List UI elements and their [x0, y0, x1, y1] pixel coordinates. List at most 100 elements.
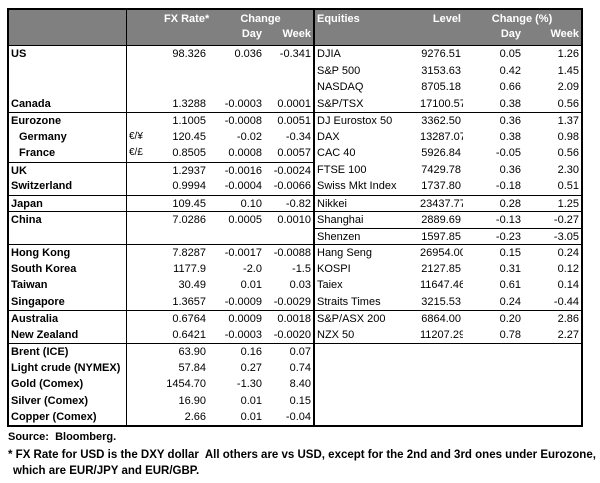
fx-name-cell: Canada — [9, 95, 127, 113]
fx-day-change-cell: 0.27 — [240, 361, 262, 374]
eq-row-part: Nikkei 23437.77 0.28 1.25 — [315, 194, 581, 212]
fx-week-change-cell: -0.04 — [285, 411, 311, 424]
fx-currency-pair-cell — [127, 63, 162, 80]
table-row: Taiwan 30.49 0.01 0.03 Taiex 11647.46 0.… — [9, 277, 581, 294]
equity-week-change-cell: 0.14 — [557, 279, 579, 292]
fx-row-part: Taiwan 30.49 0.01 0.03 — [9, 277, 315, 294]
table-row: Germany €/¥ 120.45 -0.02 -0.34 DAX 13287… — [9, 128, 581, 146]
fx-day-change-cell: 0.0008 — [228, 147, 262, 160]
fx-week-change-cell: -0.34 — [285, 130, 311, 143]
equity-day-change-cell — [463, 376, 523, 393]
fx-name-cell — [9, 62, 127, 80]
fx-rate-cell: 7.0286 — [172, 214, 206, 227]
fx-name-cell: Silver (Comex) — [9, 392, 127, 410]
equity-day-change-cell — [463, 409, 523, 426]
fx-day-change-cell: 0.16 — [240, 346, 262, 359]
fx-currency-pair-cell — [127, 212, 162, 228]
fx-rate-subheader-spacer — [162, 27, 208, 45]
table-row: Gold (Comex) 1454.70 -1.30 8.40 — [9, 376, 581, 393]
fx-rate-cell: 120.45 — [172, 130, 206, 143]
equity-week-change-cell — [523, 360, 581, 377]
fx-name-cell: Australia — [9, 311, 127, 327]
fx-currency-pair-cell — [127, 376, 162, 393]
fx-name-cell: Taiwan — [9, 277, 127, 294]
equity-day-change-cell: 0.38 — [499, 97, 521, 110]
fx-currency-pair-cell: €/£ — [129, 147, 143, 159]
fx-row-part: Singapore 1.3657 -0.0009 -0.0029 — [9, 293, 315, 311]
fx-rate-cell: 1.1005 — [172, 115, 206, 128]
fx-rate-cell: 63.90 — [178, 346, 206, 359]
equity-day-change-cell — [463, 360, 523, 377]
fx-header-part: FX Rate* Change — [9, 10, 315, 27]
table-row: Australia 0.6764 0.0009 0.0018 S&P/ASX 2… — [9, 310, 581, 327]
fx-row-part: Australia 0.6764 0.0009 0.0018 — [9, 310, 315, 327]
fx-rate-cell: 0.6421 — [172, 328, 206, 341]
equity-name-cell: S&P 500 — [317, 64, 361, 77]
eq-row-part: DJIA 9276.51 0.05 1.26 — [315, 46, 581, 63]
eq-row-part: FTSE 100 7429.78 0.36 2.30 — [315, 162, 581, 179]
equity-name-cell: Nikkei — [317, 197, 347, 210]
fx-currency-pair-cell — [127, 393, 162, 410]
equity-level-cell: 17100.57 — [420, 97, 463, 110]
equity-week-change-cell: -0.44 — [553, 295, 579, 308]
fx-rate-cell: 0.8505 — [172, 147, 206, 160]
fx-row-part: Eurozone 1.1005 -0.0008 0.0051 — [9, 112, 315, 129]
fx-currency-pair-cell — [127, 360, 162, 377]
fx-currency-pair-cell — [127, 163, 162, 179]
equity-week-change-cell: 0.98 — [557, 130, 579, 143]
fx-week-change-cell: 8.40 — [289, 378, 311, 391]
fx-row-part: Gold (Comex) 1454.70 -1.30 8.40 — [9, 376, 315, 393]
fx-rate-cell: 57.84 — [178, 361, 206, 374]
eq-row-part: Shanghai 2889.69 -0.13 -0.27 — [315, 211, 581, 228]
fx-row-part: Canada 1.3288 -0.0003 0.0001 — [9, 95, 315, 113]
fx-day-header: Day — [241, 28, 262, 40]
equity-day-change-cell — [463, 393, 523, 410]
header-row-2: Day Week Day Week — [9, 27, 581, 45]
equity-week-change-cell: 1.26 — [557, 48, 579, 60]
fx-name-cell: Copper (Comex) — [9, 409, 127, 426]
equity-level-cell — [418, 393, 463, 410]
equity-level-cell: 3153.63 — [421, 64, 461, 77]
eq-row-part: Hang Seng 26954.00 0.15 0.24 — [315, 244, 581, 261]
fx-day-change-cell: -0.0017 — [224, 247, 262, 260]
footnote-line-1: * FX Rate for USD is the DXY dollar All … — [8, 449, 596, 461]
equity-week-change-cell: 0.24 — [557, 247, 579, 260]
table-row: S&P 500 3153.63 0.42 1.45 — [9, 62, 581, 80]
table-row: Light crude (NYMEX) 57.84 0.27 0.74 — [9, 359, 581, 377]
table-row: France €/£ 0.8505 0.0008 0.0057 CAC 40 5… — [9, 145, 581, 162]
equity-name-cell: S&P/ASX 200 — [317, 313, 386, 326]
fx-name-cell: Germany — [9, 128, 127, 146]
table-row: China 7.0286 0.0005 0.0010 Shanghai 2889… — [9, 211, 581, 228]
equity-level-cell: 3362.50 — [421, 115, 461, 128]
eq-row-part — [315, 360, 581, 377]
level-header: Level — [432, 13, 461, 25]
equity-level-cell: 1597.85 — [421, 230, 461, 243]
fx-row-part: France €/£ 0.8505 0.0008 0.0057 — [9, 145, 315, 162]
fx-day-change-cell: 0.01 — [240, 279, 262, 292]
equity-week-change-cell: -0.27 — [553, 214, 579, 227]
fx-week-change-cell: 0.15 — [289, 394, 311, 407]
fx-week-change-cell — [264, 63, 313, 80]
fx-day-change-cell: -0.0003 — [224, 328, 262, 341]
equity-level-cell: 13287.07 — [420, 130, 463, 143]
fx-rate-cell — [162, 228, 208, 245]
fx-name-cell: New Zealand — [9, 326, 127, 344]
equity-name-cell: NZX 50 — [317, 328, 355, 341]
eq-subheader-part: Day Week — [315, 27, 581, 45]
equity-day-change-cell: 0.36 — [499, 163, 521, 176]
table-row: Eurozone 1.1005 -0.0008 0.0051 DJ Eurost… — [9, 112, 581, 129]
fx-rate-cell: 1.3657 — [172, 295, 206, 308]
fx-week-change-cell: 0.0057 — [277, 147, 311, 160]
fx-rate-cell: 98.326 — [172, 48, 206, 60]
fx-name-cell — [9, 227, 127, 245]
equity-week-change-cell: 0.56 — [557, 147, 579, 160]
fx-name-cell — [9, 79, 127, 96]
equity-day-change-cell: 0.42 — [499, 64, 521, 77]
table-row: Hong Kong 7.8287 -0.0017 -0.0088 Hang Se… — [9, 244, 581, 261]
fx-day-change-cell: 0.01 — [240, 411, 262, 424]
eq-row-part: Swiss Mkt Index 1737.80 -0.18 0.51 — [315, 178, 581, 195]
eq-row-part: S&P/TSX 17100.57 0.38 0.56 — [315, 96, 581, 113]
equity-level-cell — [418, 360, 463, 377]
fx-rate-cell: 2.66 — [184, 411, 206, 424]
fx-row-part — [9, 62, 315, 80]
